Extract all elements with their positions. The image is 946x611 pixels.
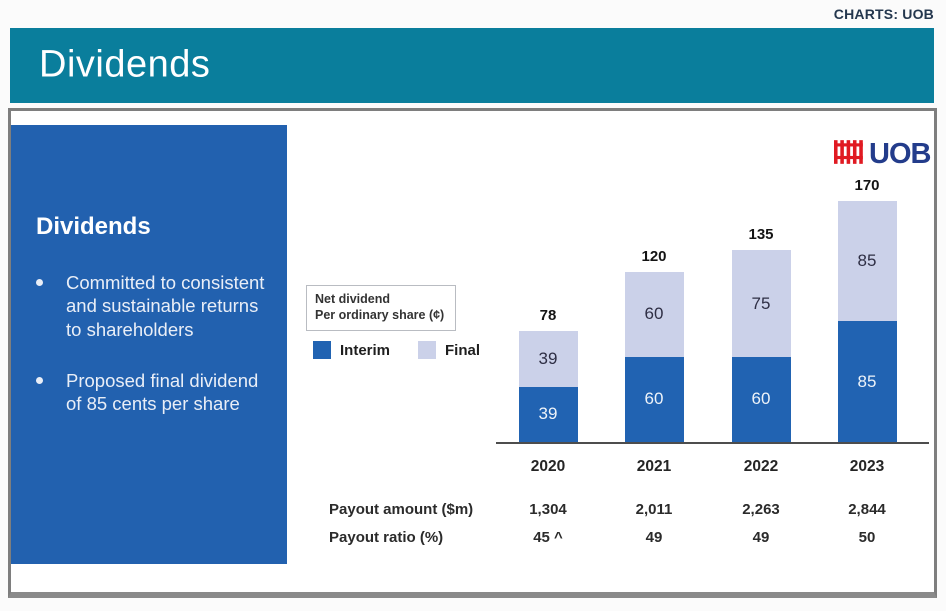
bar-2023: 170 85 85 [837, 177, 897, 442]
chart-note-box: Net dividend Per ordinary share (¢) [306, 285, 456, 331]
table-cell: 50 [858, 529, 876, 546]
title-bar: Dividends [10, 28, 934, 103]
table-cell: 49 [645, 529, 663, 546]
panel-bullet-list: Committed to consistent and sustainable … [11, 271, 287, 415]
bar-total-label: 120 [641, 247, 667, 265]
year-label: 2020 [530, 458, 566, 475]
uob-logo: UOB [833, 137, 931, 172]
uob-logo-text: UOB [869, 138, 931, 170]
table-cell: 2,263 [742, 501, 780, 518]
panel-bullet: Committed to consistent and sustainable … [36, 272, 265, 340]
content-frame: Dividends Committed to consistent and su… [8, 108, 937, 598]
bar-total-label: 78 [539, 307, 557, 325]
bar-segment-interim: 60 [624, 356, 684, 442]
table-cell: 2,844 [848, 501, 886, 518]
year-label: 2021 [636, 458, 672, 475]
year-label: 2023 [849, 458, 885, 475]
table-row-label: Payout ratio (%) [329, 529, 444, 546]
table-row-label: Payout amount ($m) [329, 501, 474, 518]
table-cell: 45 ^ [533, 529, 563, 546]
bar-segment-final: 85 [837, 200, 897, 322]
corner-note: CHARTS: UOB [833, 6, 934, 22]
panel-heading: Dividends [36, 213, 151, 240]
chart-legend: Interim Final [313, 341, 480, 359]
legend-interim-swatch [313, 341, 331, 359]
bar-segment-interim: 60 [731, 356, 791, 442]
year-label: 2022 [743, 458, 779, 475]
chart-note-line2: Per ordinary share (¢) [315, 308, 445, 323]
bar-total-label: 135 [748, 226, 774, 244]
bar-segment-interim: 85 [837, 321, 897, 442]
table-cell: 1,304 [529, 501, 567, 518]
bar-segment-final: 39 [518, 331, 578, 387]
uob-logo-icon [833, 137, 865, 172]
x-axis-line [496, 442, 929, 444]
legend-final-swatch [418, 341, 437, 359]
bar-segment-interim: 39 [518, 386, 578, 442]
bar-2022: 135 75 60 [731, 226, 791, 442]
legend-interim-label: Interim [340, 341, 391, 359]
chart-note-line1: Net dividend [315, 292, 391, 306]
summary-panel: Dividends Committed to consistent and su… [11, 125, 287, 564]
bar-segment-final: 60 [624, 271, 684, 357]
legend-final-label: Final [445, 341, 481, 359]
bar-chart: 78 39 39 2020 120 60 60 2021 135 75 60 2022 170 85 85 2… [11, 111, 934, 592]
page-title: Dividends [39, 43, 211, 86]
bar-total-label: 170 [854, 176, 880, 194]
table-cell: 49 [752, 529, 770, 546]
bar-segment-final: 75 [731, 250, 791, 357]
bar-2020: 78 39 39 [518, 307, 578, 442]
table-cell: 2,011 [635, 501, 673, 518]
panel-bullet: Proposed final dividend of 85 cents per … [36, 369, 265, 416]
bar-2021: 120 60 60 [624, 248, 684, 442]
